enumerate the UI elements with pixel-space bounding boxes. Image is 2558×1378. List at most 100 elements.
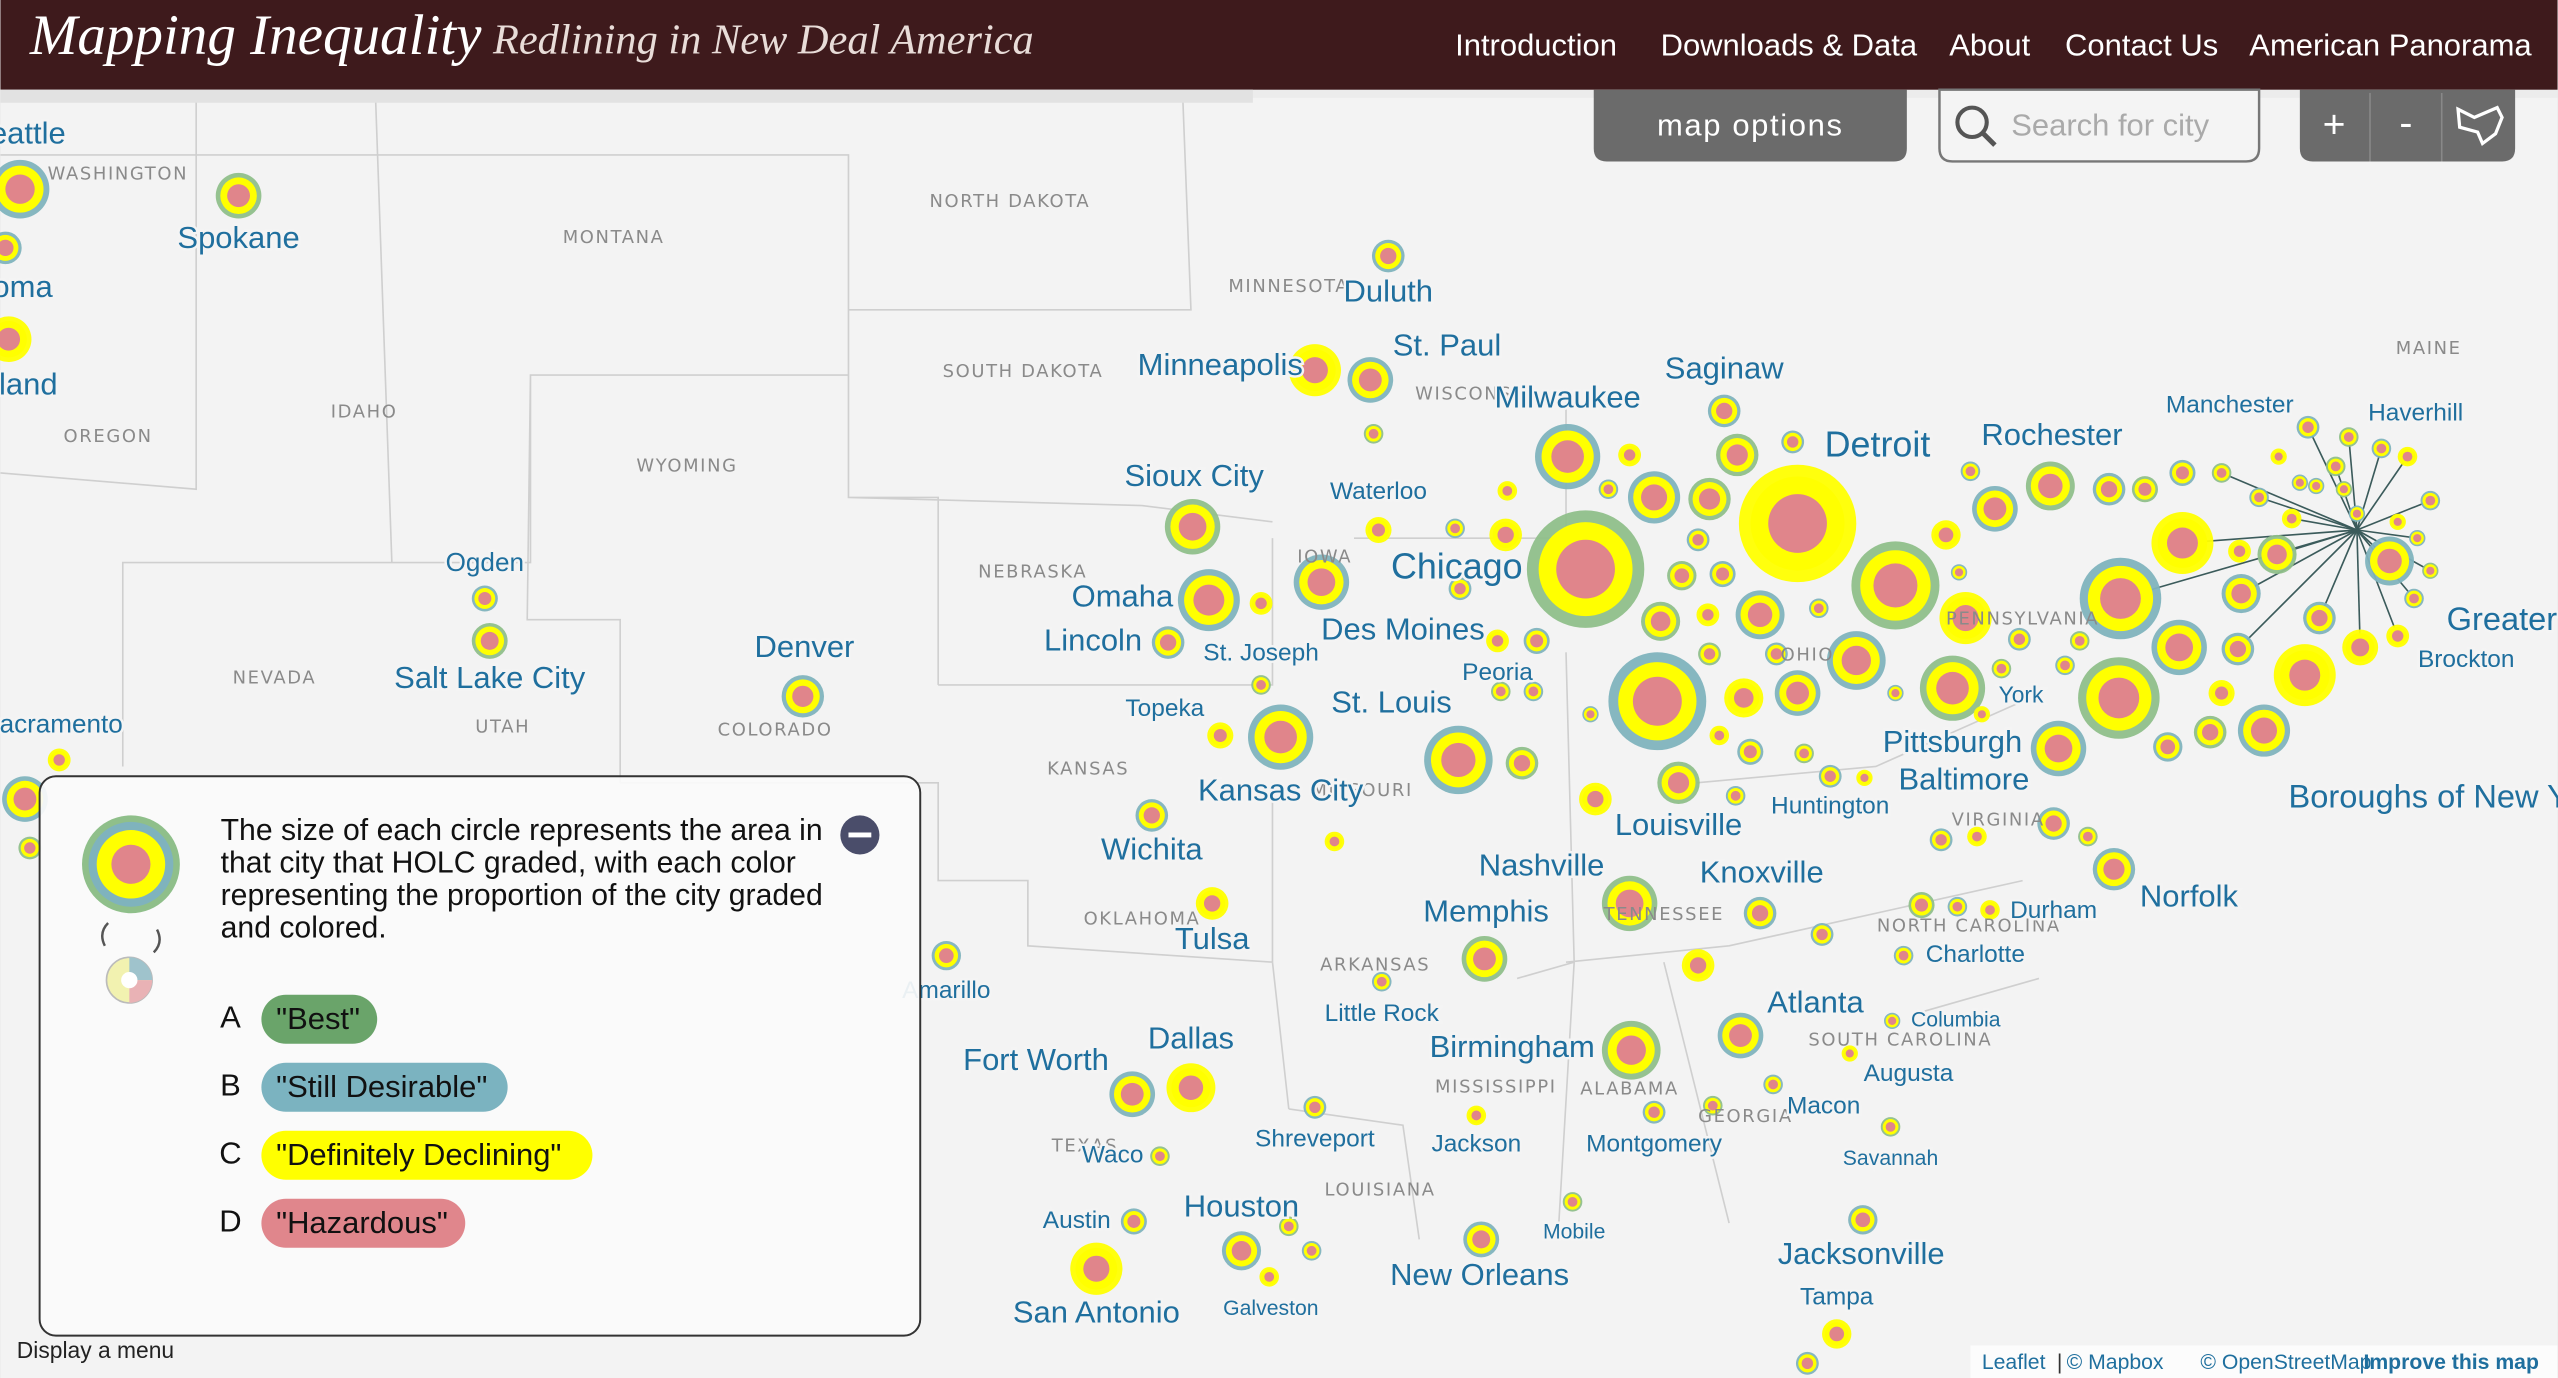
city-marker[interactable] xyxy=(1461,936,1508,982)
city-marker[interactable] xyxy=(2386,624,2410,648)
city-marker[interactable] xyxy=(1248,704,1314,770)
city-marker[interactable] xyxy=(2422,562,2439,579)
city-marker[interactable] xyxy=(2257,534,2297,575)
city-marker[interactable] xyxy=(1972,485,2018,532)
city-marker[interactable] xyxy=(1737,738,1764,765)
city-marker[interactable] xyxy=(1365,516,1392,544)
city-marker[interactable] xyxy=(1973,706,1991,723)
city-marker[interactable] xyxy=(1562,1192,1583,1212)
city-marker[interactable] xyxy=(1363,424,1384,444)
city-marker[interactable] xyxy=(1763,1074,1783,1095)
city-marker[interactable] xyxy=(215,172,262,219)
city-marker[interactable] xyxy=(1818,764,1842,788)
city-marker[interactable] xyxy=(2303,601,2336,635)
city-marker[interactable] xyxy=(2249,487,2269,508)
city-marker[interactable] xyxy=(1463,1221,1500,1258)
attribution-item[interactable]: © OpenStreetMap xyxy=(2200,1351,2371,1374)
city-marker[interactable] xyxy=(1166,1063,1216,1113)
city-marker[interactable] xyxy=(2397,446,2418,467)
city-marker[interactable] xyxy=(2055,655,2075,676)
city-marker[interactable] xyxy=(1150,1146,1170,1166)
city-marker[interactable] xyxy=(1523,627,1550,654)
city-marker[interactable] xyxy=(1764,642,1788,666)
city-marker[interactable] xyxy=(1489,518,1522,552)
city-marker[interactable] xyxy=(1794,743,1814,764)
city-marker[interactable] xyxy=(1738,464,1857,583)
city-marker[interactable] xyxy=(2030,720,2087,777)
city-marker[interactable] xyxy=(1293,554,1350,610)
city-marker[interactable] xyxy=(1667,560,1697,591)
city-marker[interactable] xyxy=(0,159,50,219)
city-marker[interactable] xyxy=(1221,1231,1262,1271)
city-marker[interactable] xyxy=(1164,499,1221,555)
city-marker[interactable] xyxy=(2348,505,2366,522)
city-marker[interactable] xyxy=(1809,598,1829,619)
city-marker[interactable] xyxy=(1424,725,1493,795)
city-marker[interactable] xyxy=(0,231,22,265)
city-marker[interactable] xyxy=(47,748,71,772)
city-marker[interactable] xyxy=(2221,632,2255,666)
city-marker[interactable] xyxy=(1841,1045,1858,1062)
city-marker[interactable] xyxy=(1445,518,1465,539)
city-marker[interactable] xyxy=(1535,424,1601,490)
city-marker[interactable] xyxy=(1991,658,2012,679)
city-marker[interactable] xyxy=(2281,508,2302,529)
city-marker[interactable] xyxy=(1109,1071,1156,1118)
city-marker[interactable] xyxy=(1303,1095,1327,1119)
city-marker[interactable] xyxy=(1279,1216,1299,1237)
city-marker[interactable] xyxy=(1681,949,1715,982)
city-marker[interactable] xyxy=(1795,1351,1819,1375)
city-marker[interactable] xyxy=(2007,627,2031,651)
city-marker[interactable] xyxy=(2,776,48,822)
city-marker[interactable] xyxy=(471,585,498,612)
city-marker[interactable] xyxy=(1601,875,1658,932)
city-marker[interactable] xyxy=(1947,896,1968,917)
city-marker[interactable] xyxy=(1707,394,1741,428)
city-marker[interactable] xyxy=(1931,520,1961,550)
city-marker[interactable] xyxy=(1195,887,1229,920)
city-marker[interactable] xyxy=(781,675,825,718)
city-marker[interactable] xyxy=(1929,828,1953,852)
city-marker[interactable] xyxy=(1703,1095,1723,1116)
city-marker[interactable] xyxy=(1743,896,1777,930)
city-marker[interactable] xyxy=(1950,564,1968,581)
city-marker[interactable] xyxy=(1466,1105,1487,1126)
city-marker[interactable] xyxy=(2409,530,2426,547)
city-marker[interactable] xyxy=(18,836,42,860)
city-marker[interactable] xyxy=(1919,655,1986,721)
city-marker[interactable] xyxy=(1698,642,1721,666)
city-marker[interactable] xyxy=(1967,826,1987,847)
map-options-button[interactable]: map options xyxy=(1593,89,1907,162)
city-marker[interactable] xyxy=(1120,1208,1147,1235)
city-marker[interactable] xyxy=(1288,344,1341,397)
city-marker[interactable] xyxy=(1207,722,1234,749)
city-marker[interactable] xyxy=(1774,670,1821,716)
city-marker[interactable] xyxy=(1301,1241,1322,1261)
city-marker[interactable] xyxy=(1249,591,1273,615)
city-marker[interactable] xyxy=(1851,541,1940,630)
city-marker[interactable] xyxy=(2296,415,2320,439)
city-marker[interactable] xyxy=(2208,680,2235,707)
attribution-item[interactable]: Leaflet xyxy=(1982,1351,2046,1374)
city-marker[interactable] xyxy=(1582,706,1599,723)
city-marker[interactable] xyxy=(1686,528,1710,552)
city-marker[interactable] xyxy=(1526,510,1645,628)
city-marker[interactable] xyxy=(1880,1117,1901,1137)
city-marker[interactable] xyxy=(1070,1242,1123,1295)
city-marker[interactable] xyxy=(1709,560,1736,588)
city-marker[interactable] xyxy=(1960,461,1981,482)
city-marker[interactable] xyxy=(2151,512,2214,575)
city-marker[interactable] xyxy=(2211,463,2232,483)
city-marker[interactable] xyxy=(1641,601,1681,641)
city-marker[interactable] xyxy=(2339,427,2359,447)
city-marker[interactable] xyxy=(1618,443,1642,467)
city-marker[interactable] xyxy=(1657,761,1700,804)
city-marker[interactable] xyxy=(1324,831,1345,852)
nav-link[interactable]: Contact Us xyxy=(2065,27,2218,62)
city-marker[interactable] xyxy=(2153,732,2183,762)
city-marker[interactable] xyxy=(2221,574,2261,614)
city-marker[interactable] xyxy=(2365,536,2415,586)
city-marker[interactable] xyxy=(2193,715,2227,749)
city-marker[interactable] xyxy=(1642,1100,1666,1124)
city-marker[interactable] xyxy=(2037,807,2070,840)
